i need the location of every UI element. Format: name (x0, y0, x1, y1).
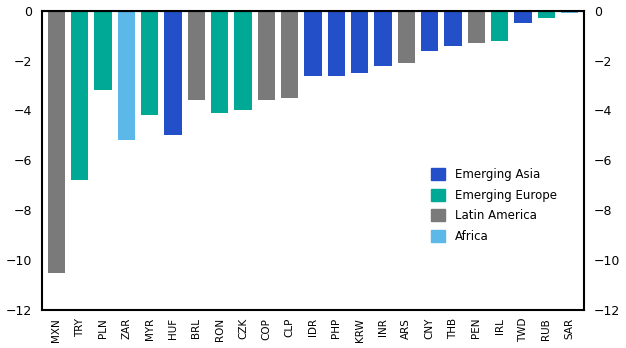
Bar (71, 10, 88, 180)
Bar (561, 10, 578, 13)
Bar (514, 10, 531, 23)
Bar (538, 10, 555, 18)
Bar (188, 10, 205, 101)
Bar (421, 10, 438, 50)
Bar (118, 10, 135, 141)
Bar (211, 10, 228, 113)
Bar (141, 10, 158, 116)
Bar (234, 10, 252, 110)
Bar (351, 10, 369, 73)
Bar (444, 10, 462, 46)
Bar (374, 10, 392, 65)
Bar (48, 10, 65, 273)
Bar (95, 10, 112, 90)
Bar (281, 10, 299, 98)
Bar (164, 10, 182, 135)
Bar (398, 10, 415, 63)
Bar (304, 10, 322, 76)
Bar (327, 10, 345, 76)
Bar (491, 10, 508, 40)
Bar (468, 10, 485, 43)
Bar (257, 10, 275, 101)
Legend: Emerging Asia, Emerging Europe, Latin America, Africa: Emerging Asia, Emerging Europe, Latin Am… (426, 163, 562, 248)
